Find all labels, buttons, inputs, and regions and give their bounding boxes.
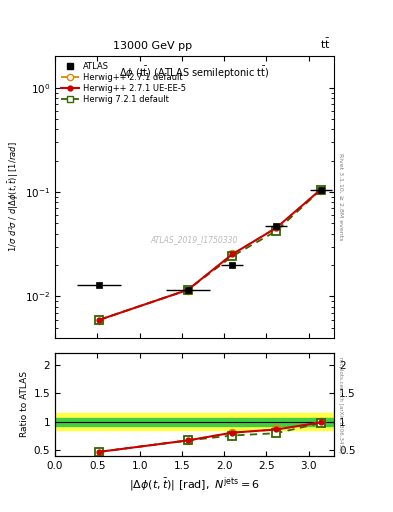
Y-axis label: Ratio to ATLAS: Ratio to ATLAS [20, 372, 29, 437]
Text: Rivet 3.1.10, ≥ 2.8M events: Rivet 3.1.10, ≥ 2.8M events [338, 154, 343, 241]
Text: ATLAS_2019_I1750330: ATLAS_2019_I1750330 [151, 235, 238, 244]
Text: 13000 GeV pp: 13000 GeV pp [113, 41, 192, 51]
Legend: ATLAS, Herwig++ 2.7.1 default, Herwig++ 2.7.1 UE-EE-5, Herwig 7.2.1 default: ATLAS, Herwig++ 2.7.1 default, Herwig++ … [59, 60, 188, 106]
Text: mcplots.cern.ch [arXiv:1306.3436]: mcplots.cern.ch [arXiv:1306.3436] [338, 357, 343, 452]
Y-axis label: $1/\sigma\ d^2\!\sigma\ /\ d|\Delta\phi(t,\bar{t})|\ [1/rad]$: $1/\sigma\ d^2\!\sigma\ /\ d|\Delta\phi(… [6, 142, 20, 252]
Text: $\Delta\phi$ (t$\bar{\mathrm{t}}$) (ATLAS semileptonic t$\bar{\mathrm{t}}$): $\Delta\phi$ (t$\bar{\mathrm{t}}$) (ATLA… [119, 65, 270, 81]
X-axis label: $|\Delta\phi(t,\bar{t})|\ \mathrm{[rad]},\ N^{\mathrm{jets}}=6$: $|\Delta\phi(t,\bar{t})|\ \mathrm{[rad]}… [129, 476, 260, 494]
Text: $\mathrm{t\bar{t}}$: $\mathrm{t\bar{t}}$ [320, 37, 331, 51]
